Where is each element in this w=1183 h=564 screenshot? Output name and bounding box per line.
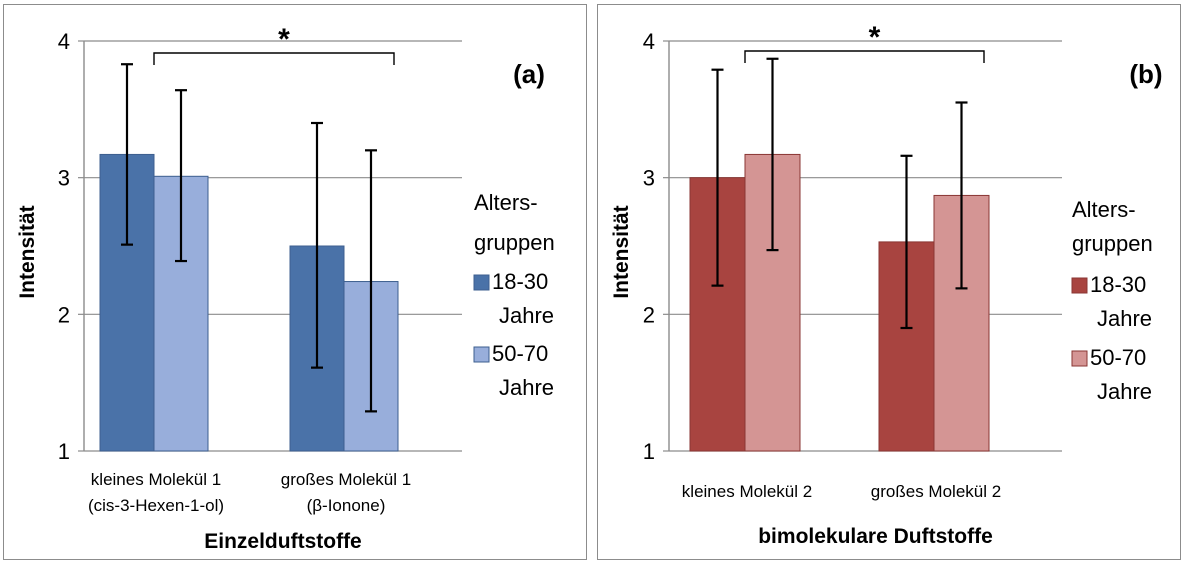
chart-b-legend-label: 18-30 xyxy=(1090,272,1146,297)
chart-b-significance-bracket xyxy=(744,50,985,63)
chart-panel-a: 1 2 3 4 * (a) kleines Molekül 1 (cis-3-Hexen-1-… xyxy=(3,4,587,560)
chart-b-legend-title: Alters- xyxy=(1072,197,1136,222)
chart-a-legend-swatch xyxy=(473,274,490,291)
chart-a-legend-label: Jahre xyxy=(499,375,554,400)
chart-a-y-tick-label: 1 xyxy=(58,439,70,464)
chart-b-y-tick-label: 2 xyxy=(643,302,655,327)
chart-a-significance-bracket xyxy=(153,52,395,65)
chart-a-y-tick-label: 3 xyxy=(58,166,70,191)
chart-a-y-tick-label: 2 xyxy=(58,302,70,327)
chart-a-legend-title: Alters- xyxy=(474,190,538,215)
chart-a-legend-title: gruppen xyxy=(474,230,555,255)
chart-panel-b: 1 2 3 4 * (b) kleines Molekül 2 großes Molekül … xyxy=(597,4,1181,560)
chart-a-significance-mark: * xyxy=(278,23,290,56)
chart-b-significance-mark: * xyxy=(869,21,881,54)
chart-b-legend-label: Jahre xyxy=(1097,379,1152,404)
chart-a-legend-label: 18-30 xyxy=(492,269,548,294)
chart-b-y-tick-label: 1 xyxy=(643,439,655,464)
chart-b-svg: 1 2 3 4 * (b) kleines Molekül 2 großes Molekül … xyxy=(610,21,1163,548)
chart-a-category-label: großes Molekül 1 xyxy=(281,470,411,489)
chart-a-legend-swatch xyxy=(473,346,490,363)
chart-b-y-tick-label: 4 xyxy=(643,29,655,54)
chart-a-y-axis-title: Intensität xyxy=(16,205,39,298)
chart-a-svg: 1 2 3 4 * (a) kleines Molekül 1 (cis-3-Hexen-1-… xyxy=(16,23,555,553)
chart-b-legend-label: 50-70 xyxy=(1090,345,1146,370)
chart-b-legend-swatch xyxy=(1071,350,1088,367)
chart-a-category-label: (β-Ionone) xyxy=(307,496,386,515)
chart-a-x-axis-title: Einzelduftstoffe xyxy=(204,530,362,553)
chart-a-legend-label: Jahre xyxy=(499,303,554,328)
chart-b-category-label: kleines Molekül 2 xyxy=(682,482,812,501)
chart-a-panel-label: (a) xyxy=(513,59,545,89)
chart-b-legend-label: Jahre xyxy=(1097,306,1152,331)
chart-b-panel-label: (b) xyxy=(1129,59,1162,89)
chart-a-legend-label: 50-70 xyxy=(492,341,548,366)
chart-a-category-label: (cis-3-Hexen-1-ol) xyxy=(88,496,224,515)
chart-a-y-tick-label: 4 xyxy=(58,29,70,54)
chart-b-category-label: großes Molekül 2 xyxy=(871,482,1001,501)
chart-b-legend-title: gruppen xyxy=(1072,231,1153,256)
chart-b-y-tick-label: 3 xyxy=(643,166,655,191)
chart-b-y-axis-title: Intensität xyxy=(610,205,633,298)
chart-a-category-label: kleines Molekül 1 xyxy=(91,470,221,489)
chart-b-x-axis-title: bimolekulare Duftstoffe xyxy=(758,525,993,548)
chart-b-legend-swatch xyxy=(1071,277,1088,294)
